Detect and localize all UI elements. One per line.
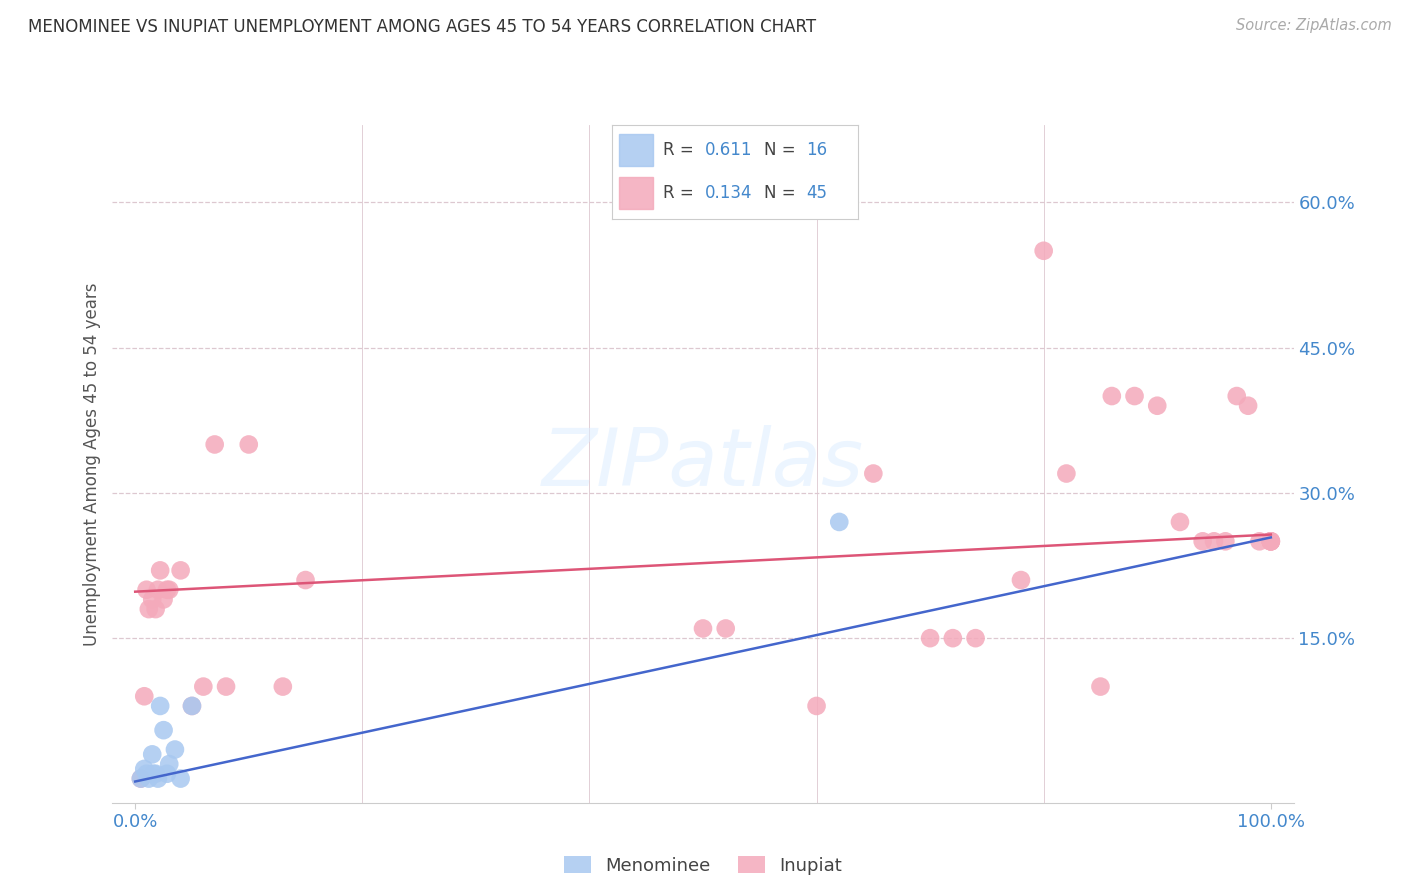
Point bbox=[1101, 389, 1123, 403]
Point bbox=[142, 766, 165, 780]
Point bbox=[1010, 573, 1032, 587]
Point bbox=[828, 515, 851, 529]
Point bbox=[149, 563, 172, 577]
Point bbox=[692, 622, 714, 636]
Point bbox=[1260, 534, 1282, 549]
Point bbox=[1202, 534, 1225, 549]
Point bbox=[163, 742, 186, 756]
Point bbox=[1054, 467, 1077, 481]
Point bbox=[129, 772, 152, 786]
Point bbox=[141, 592, 163, 607]
Point bbox=[965, 631, 987, 645]
Point bbox=[1249, 534, 1271, 549]
Point bbox=[1215, 534, 1237, 549]
Point bbox=[1168, 515, 1191, 529]
Point bbox=[193, 680, 215, 694]
Text: N =: N = bbox=[765, 141, 801, 159]
Point bbox=[1123, 389, 1146, 403]
Text: MENOMINEE VS INUPIAT UNEMPLOYMENT AMONG AGES 45 TO 54 YEARS CORRELATION CHART: MENOMINEE VS INUPIAT UNEMPLOYMENT AMONG … bbox=[28, 18, 817, 36]
Point bbox=[156, 582, 179, 597]
Text: N =: N = bbox=[765, 185, 801, 202]
Point bbox=[181, 698, 204, 713]
Point bbox=[169, 563, 191, 577]
Text: ZIPatlas: ZIPatlas bbox=[541, 425, 865, 503]
Point bbox=[1146, 399, 1168, 413]
Point bbox=[152, 723, 174, 738]
Point bbox=[138, 602, 160, 616]
Point bbox=[1032, 244, 1054, 258]
Point bbox=[806, 698, 828, 713]
Point bbox=[1260, 534, 1282, 549]
Point bbox=[152, 592, 174, 607]
Point bbox=[145, 602, 167, 616]
Point bbox=[181, 698, 204, 713]
Point bbox=[1237, 399, 1260, 413]
Point bbox=[1260, 534, 1282, 549]
Point bbox=[169, 772, 191, 786]
Point bbox=[149, 698, 172, 713]
Point bbox=[134, 690, 156, 704]
Point bbox=[141, 747, 163, 762]
Point bbox=[1260, 534, 1282, 549]
Point bbox=[129, 772, 152, 786]
Bar bbox=[619, 178, 654, 210]
Point bbox=[294, 573, 316, 587]
Text: 16: 16 bbox=[806, 141, 827, 159]
Point bbox=[828, 176, 851, 190]
Point bbox=[714, 622, 737, 636]
Point bbox=[920, 631, 942, 645]
Point bbox=[157, 582, 180, 597]
Point bbox=[204, 437, 226, 451]
Point bbox=[157, 757, 180, 772]
Point bbox=[135, 766, 157, 780]
Text: R =: R = bbox=[664, 185, 699, 202]
Y-axis label: Unemployment Among Ages 45 to 54 years: Unemployment Among Ages 45 to 54 years bbox=[83, 282, 101, 646]
Point bbox=[145, 766, 167, 780]
Point bbox=[138, 772, 160, 786]
Point bbox=[146, 772, 169, 786]
Legend: Menominee, Inupiat: Menominee, Inupiat bbox=[557, 848, 849, 882]
Bar bbox=[619, 134, 654, 166]
Point bbox=[1090, 680, 1112, 694]
Point bbox=[156, 766, 179, 780]
Text: 45: 45 bbox=[806, 185, 827, 202]
Point bbox=[238, 437, 260, 451]
Text: 0.611: 0.611 bbox=[706, 141, 752, 159]
Point bbox=[862, 467, 884, 481]
Point bbox=[146, 582, 169, 597]
Point bbox=[1226, 389, 1249, 403]
Point bbox=[1191, 534, 1213, 549]
Text: 0.134: 0.134 bbox=[706, 185, 752, 202]
Point bbox=[135, 582, 157, 597]
Point bbox=[215, 680, 238, 694]
Point bbox=[134, 762, 156, 776]
Point bbox=[271, 680, 294, 694]
Text: Source: ZipAtlas.com: Source: ZipAtlas.com bbox=[1236, 18, 1392, 33]
Point bbox=[942, 631, 965, 645]
Text: R =: R = bbox=[664, 141, 699, 159]
